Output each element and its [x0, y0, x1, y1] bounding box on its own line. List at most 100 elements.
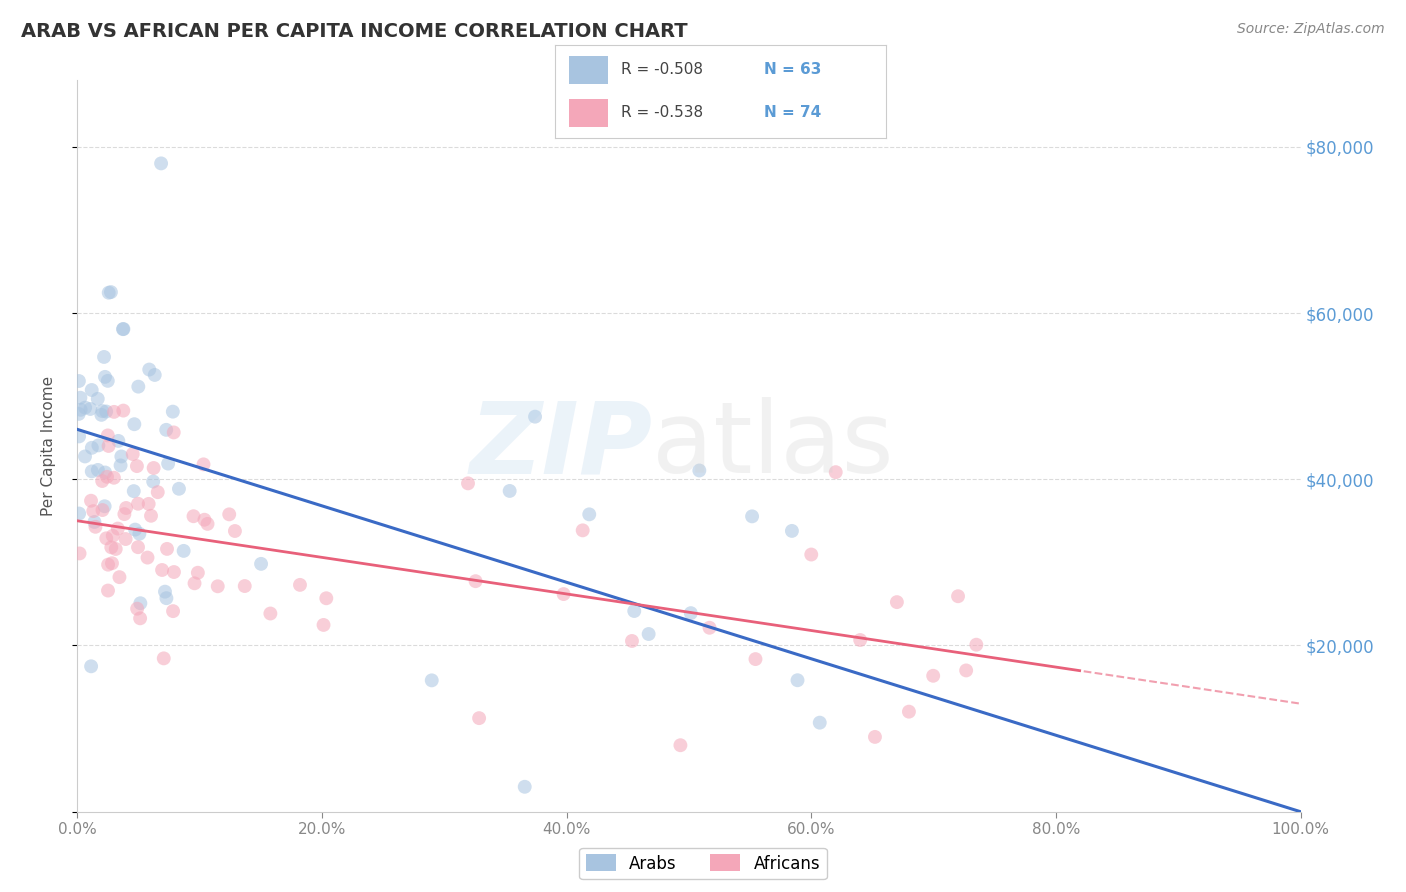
Africans: [457, 476, 479, 491]
Africans: [101, 529, 124, 543]
Africans: [193, 458, 215, 472]
Africans: [162, 604, 184, 618]
Africans: [156, 541, 179, 556]
Arabs: [162, 404, 184, 418]
Africans: [129, 611, 152, 625]
Arabs: [138, 362, 160, 376]
Africans: [139, 508, 162, 523]
Africans: [84, 520, 107, 534]
Africans: [97, 583, 120, 598]
Arabs: [97, 374, 120, 388]
Arabs: [143, 368, 166, 382]
Africans: [197, 516, 219, 531]
Africans: [103, 471, 125, 485]
Africans: [886, 595, 908, 609]
Arabs: [679, 606, 702, 620]
Arabs: [498, 483, 520, 498]
Text: R = -0.508: R = -0.508: [621, 62, 703, 78]
Arabs: [91, 404, 114, 418]
Africans: [107, 522, 129, 536]
Bar: [568, 99, 609, 127]
Africans: [312, 618, 335, 632]
Africans: [224, 524, 246, 538]
Arabs: [110, 450, 132, 464]
Africans: [101, 556, 124, 570]
Africans: [965, 638, 987, 652]
Africans: [218, 508, 240, 522]
Africans: [125, 459, 148, 474]
Text: ZIP: ZIP: [470, 398, 652, 494]
Arabs: [67, 429, 90, 443]
Arabs: [94, 370, 117, 384]
Africans: [82, 504, 104, 518]
Africans: [150, 563, 173, 577]
Arabs: [688, 463, 710, 477]
Africans: [163, 425, 186, 440]
Arabs: [786, 673, 808, 688]
Arabs: [128, 526, 150, 541]
Text: ARAB VS AFRICAN PER CAPITA INCOME CORRELATION CHART: ARAB VS AFRICAN PER CAPITA INCOME CORREL…: [21, 22, 688, 41]
Africans: [553, 587, 575, 601]
Arabs: [90, 408, 112, 422]
Text: N = 63: N = 63: [763, 62, 821, 78]
Arabs: [124, 417, 146, 432]
Arabs: [637, 627, 659, 641]
Africans: [187, 566, 209, 580]
Arabs: [780, 524, 803, 538]
Arabs: [741, 509, 763, 524]
Africans: [863, 730, 886, 744]
Text: atlas: atlas: [652, 398, 894, 494]
Africans: [207, 579, 229, 593]
Africans: [468, 711, 491, 725]
Africans: [80, 493, 103, 508]
Arabs: [79, 401, 101, 416]
Text: R = -0.538: R = -0.538: [621, 105, 703, 120]
Arabs: [167, 482, 190, 496]
Africans: [96, 470, 118, 484]
Africans: [193, 513, 215, 527]
Africans: [183, 576, 205, 591]
Africans: [138, 497, 160, 511]
Arabs: [96, 404, 118, 418]
Africans: [744, 652, 766, 666]
Africans: [127, 540, 149, 554]
Africans: [824, 465, 846, 479]
Africans: [91, 474, 114, 488]
Africans: [849, 633, 872, 648]
Arabs: [112, 322, 135, 336]
Arabs: [155, 591, 177, 606]
Africans: [464, 574, 486, 589]
Africans: [103, 405, 125, 419]
Africans: [127, 601, 149, 615]
Africans: [163, 565, 186, 579]
Arabs: [524, 409, 547, 424]
Arabs: [94, 466, 117, 480]
Africans: [897, 705, 920, 719]
Africans: [146, 485, 169, 500]
Africans: [114, 532, 136, 546]
Arabs: [93, 350, 115, 364]
Text: N = 74: N = 74: [763, 105, 821, 120]
Arabs: [107, 434, 129, 448]
Arabs: [75, 401, 97, 415]
Arabs: [67, 374, 90, 388]
Arabs: [808, 715, 831, 730]
Arabs: [173, 544, 195, 558]
Arabs: [67, 507, 90, 521]
Africans: [100, 541, 122, 555]
Africans: [136, 550, 159, 565]
Africans: [152, 651, 174, 665]
Africans: [97, 439, 120, 453]
Arabs: [87, 463, 110, 477]
Africans: [183, 509, 205, 524]
Arabs: [124, 523, 146, 537]
Arabs: [80, 464, 103, 478]
Arabs: [83, 515, 105, 529]
Arabs: [142, 475, 165, 489]
Arabs: [80, 659, 103, 673]
Arabs: [250, 557, 273, 571]
Arabs: [93, 500, 115, 514]
Arabs: [87, 438, 110, 452]
Arabs: [623, 604, 645, 618]
Africans: [571, 524, 593, 538]
